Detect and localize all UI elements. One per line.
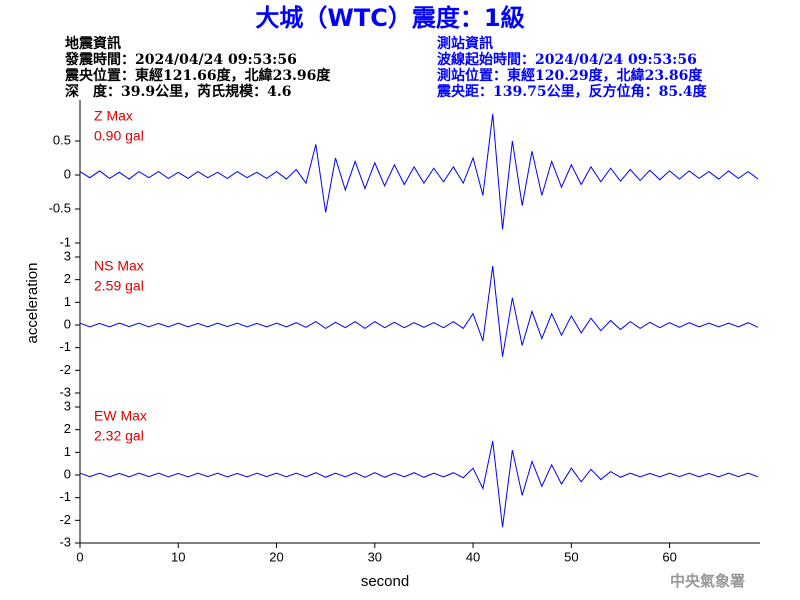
y-tick-label: 1 (64, 294, 71, 309)
panel-name: EW Max (94, 408, 147, 424)
station-info: 測站資訊 (437, 35, 493, 52)
y-tick-label: -3 (59, 534, 71, 549)
x-tick-label: 30 (368, 549, 382, 564)
event-info: 發震時間：2024/04/24 09:53:56 (64, 51, 297, 68)
panel-name: NS Max (94, 258, 144, 274)
y-tick-label: 0 (64, 466, 71, 481)
y-tick-label: -0.5 (49, 200, 71, 215)
y-tick-label: 0 (64, 166, 71, 181)
y-tick-label: -1 (59, 489, 71, 504)
station-info: 震央距：139.75公里，反方位角：85.4度 (436, 83, 708, 100)
waveform (79, 440, 759, 528)
y-tick-label: 3 (64, 248, 71, 263)
y-tick-label: 2 (64, 271, 71, 286)
station-info: 測站位置：東經120.29度，北緯23.86度 (437, 67, 703, 84)
y-tick-label: 0 (64, 316, 71, 331)
x-tick-label: 50 (564, 549, 578, 564)
station-info: 波線起始時間：2024/04/24 09:53:56 (437, 51, 697, 68)
x-axis-label: second (361, 573, 409, 590)
waveform (79, 266, 759, 357)
panel-max: 2.32 gal (94, 428, 144, 444)
event-info: 震央位置：東經121.66度，北緯23.96度 (64, 67, 331, 84)
panel-name: Z Max (94, 108, 133, 124)
event-info: 深 度：39.9公里，芮氏規模：4.6 (65, 83, 291, 100)
x-tick-label: 40 (466, 549, 480, 564)
y-tick-label: -1 (59, 339, 71, 354)
y-tick-label: -1 (59, 234, 71, 249)
event-info: 地震資訊 (65, 35, 121, 52)
y-tick-label: 1 (64, 444, 71, 459)
footer: 中央氣象署 (670, 572, 745, 590)
x-tick-label: 10 (171, 549, 185, 564)
y-tick-label: -2 (59, 362, 71, 377)
waveform (79, 113, 759, 230)
y-tick-label: -2 (59, 512, 71, 527)
x-tick-label: 60 (662, 549, 676, 564)
y-tick-label: 0.5 (53, 132, 71, 147)
y-tick-label: 2 (64, 421, 71, 436)
x-tick-label: 20 (269, 549, 283, 564)
panel-max: 2.59 gal (94, 278, 144, 294)
y-tick-label: 3 (64, 398, 71, 413)
x-tick-label: 0 (76, 549, 83, 564)
panel-max: 0.90 gal (94, 128, 144, 144)
y-axis-label: acceleration (24, 263, 41, 344)
chart-title: 大城（WTC）震度：1級 (255, 4, 524, 32)
y-tick-label: -3 (59, 384, 71, 399)
